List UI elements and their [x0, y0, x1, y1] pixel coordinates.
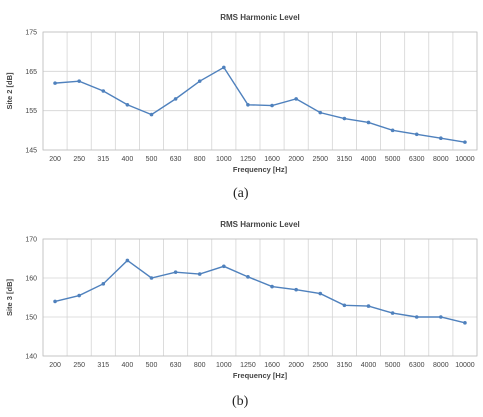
x-axis-label: Frequency [Hz] [233, 165, 288, 174]
x-tick-label: 800 [194, 156, 206, 163]
y-tick-label: 145 [25, 148, 37, 155]
data-point [53, 81, 57, 85]
x-tick-label: 1250 [240, 156, 256, 163]
x-tick-label: 315 [97, 362, 109, 369]
x-tick-label: 250 [73, 156, 85, 163]
data-point [197, 79, 202, 83]
data-point [77, 293, 81, 298]
data-point [125, 102, 130, 107]
y-tick-label: 160 [25, 276, 37, 283]
y-tick-label: 155 [25, 108, 37, 115]
caption-a: (a) [233, 186, 249, 201]
x-tick-label: 3150 [337, 362, 353, 369]
x-axis-label: Frequency [Hz] [233, 371, 288, 380]
data-point [101, 89, 106, 93]
x-tick-label: 630 [170, 156, 182, 163]
data-point [197, 272, 202, 276]
series-line [55, 66, 466, 143]
x-tick-label: 1000 [216, 362, 232, 369]
x-tick-label: 400 [122, 362, 134, 369]
x-tick-label: 2500 [312, 362, 328, 369]
caption-b: (b) [232, 394, 249, 409]
data-point [342, 303, 347, 308]
y-tick-label: 170 [25, 237, 37, 244]
data-point [439, 136, 443, 140]
data-point [414, 315, 419, 319]
chart-a: RMS Harmonic Level 145 155 165 175 200 250 315 4… [5, 13, 478, 174]
x-tick-label: 6300 [409, 156, 425, 163]
data-point [270, 284, 274, 289]
x-tick-label: 2000 [288, 362, 304, 369]
data-point [342, 116, 347, 121]
x-tick-label: 10000 [455, 156, 475, 163]
data-point [173, 97, 178, 101]
data-point [222, 65, 226, 70]
x-tick-label: 2500 [312, 156, 328, 163]
x-tick-label: 250 [73, 362, 85, 369]
x-tick-label: 8000 [433, 362, 449, 369]
data-point [53, 299, 57, 304]
series-line [54, 259, 466, 324]
x-tick-label: 4000 [361, 362, 377, 369]
y-axis-label: Site 3 [dB] [5, 278, 14, 316]
data-point [366, 120, 371, 125]
data-point [77, 79, 81, 83]
data-point [294, 287, 298, 292]
data-point [318, 291, 323, 296]
plot-area [42, 31, 478, 151]
x-tick-label: 500 [146, 362, 158, 369]
data-point [222, 264, 226, 269]
x-tick-label: 1600 [264, 362, 280, 369]
x-tick-label: 800 [194, 362, 206, 369]
data-point [390, 311, 395, 315]
chart-b: RMS Harmonic Level 140 150 160 170 200 250 315 4… [5, 220, 478, 380]
data-point [463, 140, 467, 144]
data-point [125, 258, 130, 263]
x-tick-label: 3150 [337, 156, 353, 163]
plot-area [42, 238, 478, 357]
chart-title: RMS Harmonic Level [220, 13, 300, 22]
y-tick-label: 175 [25, 30, 37, 37]
data-point [439, 315, 443, 319]
x-tick-label: 10000 [455, 362, 475, 369]
x-tick-label: 4000 [361, 156, 377, 163]
data-point [173, 270, 178, 274]
x-tick-label: 400 [122, 156, 134, 163]
x-tick-label: 1250 [240, 362, 256, 369]
data-point [463, 321, 467, 325]
data-point [149, 276, 154, 280]
data-point [294, 97, 298, 101]
y-axis-label: Site 2 [dB] [5, 72, 14, 110]
chart-panel-b: RMS Harmonic Level 140 150 160 170 200 250 315 4… [0, 208, 483, 417]
x-tick-label: 2000 [288, 156, 304, 163]
data-point [149, 112, 154, 117]
data-point [318, 110, 323, 115]
data-point [270, 103, 274, 108]
data-point [390, 128, 395, 133]
chart-panel-a: RMS Harmonic Level 145 155 165 175 200 250 315 4… [0, 0, 483, 208]
x-tick-label: 5000 [385, 362, 401, 369]
x-tick-label: 1600 [264, 156, 280, 163]
data-point [246, 275, 250, 279]
x-tick-label: 5000 [385, 156, 401, 163]
data-point [246, 102, 250, 107]
x-tick-label: 1000 [216, 156, 232, 163]
x-tick-label: 8000 [433, 156, 449, 163]
x-tick-label: 315 [97, 156, 109, 163]
y-tick-label: 150 [25, 315, 37, 322]
chart-title: RMS Harmonic Level [220, 220, 300, 229]
data-point [366, 304, 371, 308]
data-point [101, 282, 106, 286]
x-tick-label: 6300 [409, 362, 425, 369]
y-tick-label: 165 [25, 69, 37, 76]
data-point [414, 132, 419, 137]
x-tick-label: 500 [146, 156, 158, 163]
x-tick-label: 200 [49, 156, 61, 163]
y-tick-label: 140 [25, 354, 37, 361]
x-tick-label: 630 [170, 362, 182, 369]
x-tick-label: 200 [49, 362, 61, 369]
